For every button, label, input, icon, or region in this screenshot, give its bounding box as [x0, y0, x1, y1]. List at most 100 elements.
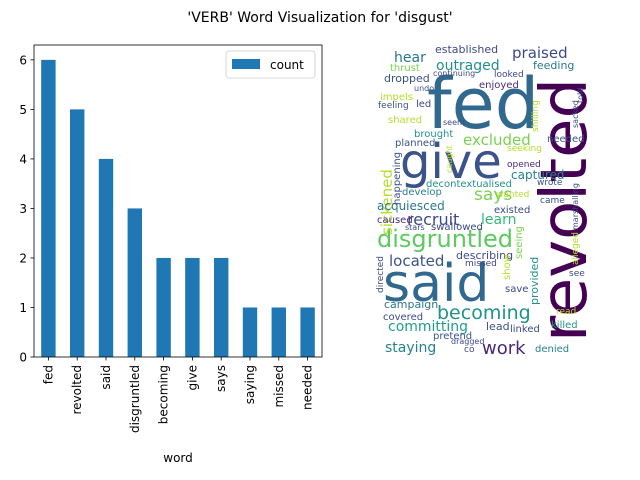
- word-cloud-word: undo: [414, 84, 434, 93]
- legend-swatch: [232, 59, 260, 69]
- bar: [156, 257, 171, 357]
- word-cloud-word: happening: [392, 152, 403, 205]
- word-cloud-word: established: [435, 43, 498, 56]
- word-cloud-word: learn: [481, 212, 516, 228]
- x-tick-label: give: [185, 365, 199, 390]
- word-cloud-word: describing: [456, 249, 513, 262]
- x-axis: fed revolted said disgruntled becoming give sa…: [41, 357, 315, 433]
- x-tick-label: said: [99, 365, 113, 390]
- word-cloud-word: sacked: [571, 100, 580, 128]
- word-cloud-word: planned: [395, 138, 435, 149]
- figure-title: 'VERB' Word Visualization for 'disgust': [187, 10, 452, 26]
- x-tick-label: says: [214, 365, 228, 392]
- x-tick-label: needed: [301, 365, 315, 410]
- word-cloud-word: missed: [465, 259, 497, 269]
- y-tick-label: 5: [19, 103, 27, 117]
- word-cloud-word: feeding: [533, 59, 574, 72]
- word-cloud-word: looked: [494, 70, 524, 80]
- word-cloud-word: enjoyed: [479, 80, 519, 91]
- y-tick-label: 0: [19, 351, 27, 365]
- word-cloud-word: see: [569, 269, 585, 279]
- word-cloud-word: show: [502, 254, 513, 280]
- bar: [70, 109, 85, 357]
- word-cloud-word: sickened: [378, 169, 396, 235]
- x-tick-label: saying: [243, 365, 257, 404]
- y-tick-label: 1: [19, 301, 27, 315]
- word-cloud-word: impels: [380, 92, 413, 103]
- word-cloud-word: continuing: [433, 69, 475, 78]
- word-cloud-word: fed: [427, 63, 539, 145]
- word-cloud-word: led: [416, 99, 431, 110]
- word-cloud-word: came: [540, 196, 565, 206]
- word-cloud-word: marshalling: [571, 183, 580, 230]
- y-tick-label: 3: [19, 202, 27, 216]
- word-cloud-word: work: [482, 338, 526, 359]
- word-cloud-word: denied: [535, 344, 569, 355]
- legend-label: count: [270, 58, 304, 72]
- y-tick-label: 2: [19, 251, 27, 265]
- word-cloud-word: needed: [547, 134, 585, 145]
- word-cloud-word: outraged: [436, 58, 500, 74]
- word-cloud-word: praised: [512, 44, 568, 62]
- bar: [242, 307, 258, 357]
- word-cloud-word: killed: [551, 320, 578, 331]
- word-cloud-word: caught: [445, 145, 454, 173]
- x-tick-label: revolted: [70, 365, 84, 415]
- word-cloud-word: co: [464, 345, 475, 355]
- legend-box: [225, 50, 316, 79]
- word-cloud-word: seeking: [507, 144, 542, 154]
- word-cloud-word: staying: [385, 340, 436, 356]
- plot-frame: [33, 44, 323, 358]
- word-cloud-word: feeling: [378, 101, 409, 111]
- x-tick-label: fed: [41, 365, 55, 384]
- word-cloud-word: pretend: [433, 331, 472, 342]
- bar: [300, 307, 315, 357]
- word-cloud-word: located: [389, 252, 444, 270]
- word-cloud-word: seeing: [514, 226, 525, 259]
- word-cloud-word: save: [505, 284, 528, 295]
- word-cloud-word: dropped: [384, 72, 430, 85]
- word-cloud-word: committing: [388, 319, 468, 335]
- word-cloud-word: dragged: [451, 337, 484, 346]
- x-tick-label: disgruntled: [128, 365, 142, 433]
- word-cloud-word: stars: [405, 223, 425, 232]
- bar: [214, 257, 229, 357]
- bar: [127, 208, 142, 357]
- word-cloud-word: linked: [510, 324, 540, 335]
- word-cloud-word: said: [383, 254, 489, 314]
- bar: [271, 307, 286, 357]
- bar: [98, 158, 114, 357]
- word-cloud-word: revolted: [528, 78, 602, 342]
- word-cloud-word: wrote: [537, 178, 563, 188]
- word-cloud-word: caused: [377, 215, 413, 226]
- y-axis: 0 1 2 3 4 5 6: [19, 53, 34, 365]
- bar-series: [41, 59, 315, 357]
- y-tick-label: 6: [19, 53, 27, 67]
- word-cloud-word: swallowed: [431, 222, 483, 233]
- word-cloud-word: recruit: [407, 210, 459, 229]
- x-tick-label: missed: [272, 365, 286, 408]
- word-cloud-word: thrust: [390, 63, 420, 74]
- word-cloud-word: disgruntled: [377, 225, 513, 253]
- word-cloud-word: campaign: [384, 298, 438, 311]
- word-cloud-word: read: [556, 307, 576, 317]
- bar: [41, 59, 56, 357]
- word-cloud-word: covered: [383, 312, 423, 323]
- legend: count: [225, 50, 316, 79]
- word-cloud-word: acquiesced: [377, 199, 445, 213]
- word-cloud-word: shilling: [531, 100, 541, 132]
- word-cloud-word: existed: [494, 205, 530, 216]
- word-cloud-word: hear: [394, 50, 426, 66]
- word-cloud-word: told: [576, 88, 585, 103]
- word-cloud-word: becoming: [437, 302, 531, 324]
- word-cloud-word: wanted: [496, 190, 529, 200]
- word-cloud-word: alleged: [571, 232, 581, 265]
- bar: [185, 257, 200, 357]
- word-cloud-word: decontextualised: [426, 179, 512, 190]
- word-cloud-word: excluded: [463, 131, 531, 149]
- x-axis-label: word: [163, 451, 193, 465]
- word-cloud-word: give: [400, 134, 502, 190]
- word-cloud-word: brought: [414, 129, 453, 140]
